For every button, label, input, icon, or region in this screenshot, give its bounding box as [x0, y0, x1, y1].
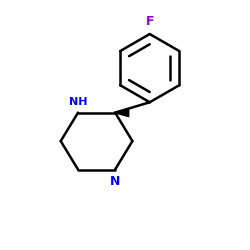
Text: NH: NH: [69, 97, 87, 107]
Polygon shape: [115, 109, 129, 116]
Text: N: N: [110, 175, 120, 188]
Text: F: F: [146, 15, 154, 28]
